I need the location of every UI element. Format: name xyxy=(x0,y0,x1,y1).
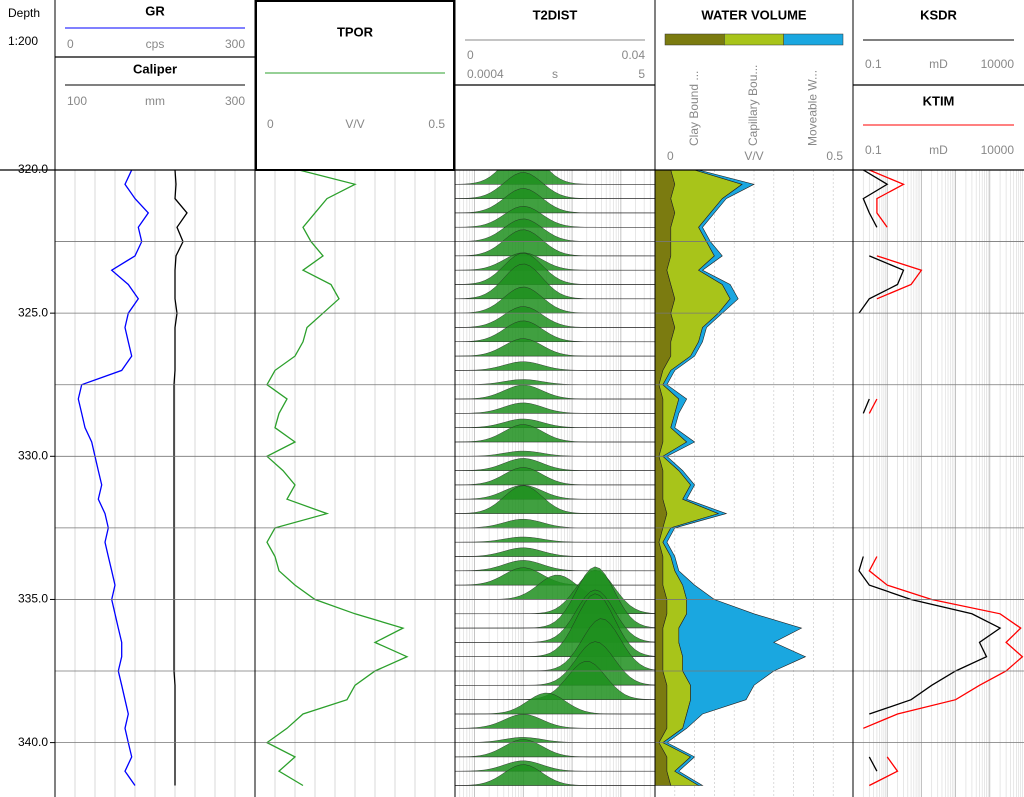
water-swatch xyxy=(664,33,725,46)
t2-group xyxy=(455,170,655,786)
scale-min: 0 xyxy=(667,149,674,163)
curve-title: Caliper xyxy=(133,61,177,76)
depth-label: 320.0 xyxy=(18,162,48,176)
t2-spectrum xyxy=(455,402,655,414)
curve-group xyxy=(858,170,1002,772)
t2-spectrum xyxy=(455,338,655,357)
t2-amp-max: 0.04 xyxy=(622,48,646,62)
t2-spectrum xyxy=(455,170,655,185)
water-legend-label: Clay Bound ... xyxy=(687,71,701,146)
scale-unit: s xyxy=(552,67,558,81)
t2-spectrum xyxy=(455,760,655,772)
t2-spectrum xyxy=(455,574,655,600)
scale-max: 5 xyxy=(638,67,645,81)
water-swatch xyxy=(724,33,784,46)
t2-spectrum xyxy=(455,424,655,443)
curve-title: KSDR xyxy=(920,7,957,22)
t2-spectrum xyxy=(455,188,655,214)
scale-min: 0 xyxy=(267,117,274,131)
t2-spectrum xyxy=(455,714,655,729)
scale-unit: mm xyxy=(145,94,165,108)
t2-spectrum xyxy=(455,485,655,500)
t2-spectrum xyxy=(455,418,655,428)
t2-spectrum xyxy=(455,467,655,486)
depth-label: 340.0 xyxy=(18,735,48,749)
scale-min: 100 xyxy=(67,94,87,108)
water-legend-label: Capillary Bou... xyxy=(746,65,760,146)
depth-title: Depth xyxy=(8,6,40,20)
scale-max: 300 xyxy=(225,94,245,108)
t2-spectrum xyxy=(455,229,655,257)
t2-spectrum xyxy=(455,485,655,514)
water-legend-label: Moveable W... xyxy=(806,70,820,146)
t2-spectrum xyxy=(455,458,655,471)
t2-spectrum xyxy=(455,384,655,400)
depth-label: 335.0 xyxy=(18,592,48,606)
t2-spectrum xyxy=(455,170,655,171)
curve-group xyxy=(173,170,188,786)
t2-amp-min: 0 xyxy=(467,48,474,62)
scale-min: 0.1 xyxy=(865,143,882,157)
t2-spectrum xyxy=(455,536,655,543)
t2-spectrum xyxy=(455,641,655,686)
curve-group xyxy=(265,170,409,787)
scale-min: 0.0004 xyxy=(467,67,504,81)
t2-spectrum xyxy=(455,737,655,743)
curve-title: TPOR xyxy=(337,24,374,39)
t2-spectrum xyxy=(455,263,655,299)
scale-unit: V/V xyxy=(744,149,763,163)
scale-min: 0.1 xyxy=(865,57,882,71)
scale-max: 300 xyxy=(225,37,245,51)
curve-group xyxy=(863,170,1024,787)
t2-spectrum xyxy=(455,361,655,371)
t2-spectrum xyxy=(455,692,655,715)
scale-max: 0.5 xyxy=(428,117,445,131)
t2-title: T2DIST xyxy=(533,7,578,22)
log-curve xyxy=(265,170,409,787)
depth-label: 330.0 xyxy=(18,448,48,462)
tpor-box xyxy=(255,0,455,171)
curve-group xyxy=(77,170,150,786)
t2-spectrum xyxy=(455,518,655,529)
scale-max: 10000 xyxy=(981,143,1015,157)
log-curve xyxy=(863,170,1024,787)
scale-unit: V/V xyxy=(345,117,364,131)
t2-spectrum xyxy=(455,450,655,457)
curve-title: GR xyxy=(145,3,165,18)
t2-spectrum xyxy=(455,661,655,700)
water-title: WATER VOLUME xyxy=(701,7,807,22)
scale-min: 0 xyxy=(67,37,74,51)
t2-spectrum xyxy=(455,547,655,557)
water-band xyxy=(662,170,807,786)
scale-unit: mD xyxy=(929,143,948,157)
curve-title: KTIM xyxy=(923,93,955,108)
t2-spectrum xyxy=(455,764,655,786)
t2-spectrum xyxy=(455,560,655,571)
log-curve xyxy=(858,170,1002,772)
scale-unit: cps xyxy=(146,37,165,51)
water-group xyxy=(655,170,807,786)
scale-max: 10000 xyxy=(981,57,1015,71)
log-curve xyxy=(173,170,188,786)
water-swatch xyxy=(783,33,844,46)
depth-label: 325.0 xyxy=(18,305,48,319)
scale-label: 1:200 xyxy=(8,34,38,48)
scale-max: 0.5 xyxy=(826,149,843,163)
log-curve xyxy=(77,170,150,786)
t2-spectrum xyxy=(455,306,655,328)
t2-spectrum xyxy=(455,320,655,342)
scale-unit: mD xyxy=(929,57,948,71)
t2-spectrum xyxy=(455,739,655,758)
t2-spectrum xyxy=(455,206,655,228)
t2-spectrum xyxy=(455,172,655,199)
t2-spectrum xyxy=(455,379,655,385)
